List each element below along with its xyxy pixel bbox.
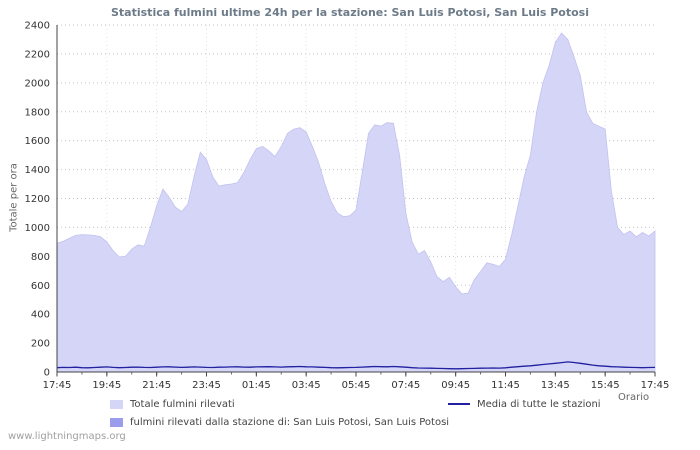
y-tick-label: 800 <box>31 252 50 263</box>
legend-label-average: Media di tutte le stazioni <box>477 398 601 410</box>
x-tick-label: 09:45 <box>441 380 470 391</box>
y-tick-label: 1800 <box>25 107 50 118</box>
x-tick-label: 07:45 <box>391 380 420 391</box>
legend-item-average: Media di tutte le stazioni <box>448 398 601 410</box>
area-series <box>56 32 656 373</box>
x-tick-label: 21:45 <box>142 380 171 391</box>
y-tick-label: 1400 <box>25 165 50 176</box>
x-tick-label: 13:45 <box>541 380 570 391</box>
y-tick-label: 0 <box>44 368 50 379</box>
x-tick-label: 17:45 <box>641 380 670 391</box>
x-tick-label: 15:45 <box>591 380 620 391</box>
y-tick-label: 400 <box>31 310 50 321</box>
x-tick-label: 03:45 <box>292 380 321 391</box>
chart-title: Statistica fulmini ultime 24h per la sta… <box>111 6 589 19</box>
x-tick-label: 05:45 <box>342 380 371 391</box>
x-tick-label: 01:45 <box>242 380 271 391</box>
legend-swatch-total-area <box>110 399 123 409</box>
y-tick-label: 1000 <box>25 223 50 234</box>
legend-item-total: Totale fulmini rilevati <box>110 398 235 410</box>
y-tick-label: 1200 <box>25 194 50 205</box>
legend-swatch-average-line <box>448 403 470 405</box>
y-tick-label: 2200 <box>25 49 50 60</box>
y-axis-label: Totale per ora <box>8 163 20 232</box>
legend-label-total: Totale fulmini rilevati <box>130 398 235 410</box>
y-tick-label: 2400 <box>25 21 50 32</box>
x-tick-label: 11:45 <box>491 380 520 391</box>
legend-label-station: fulmini rilevati dalla stazione di: San … <box>130 416 450 428</box>
x-axis-label: Orario <box>618 392 650 403</box>
legend-swatch-station-area <box>110 417 123 427</box>
line-series <box>56 361 656 370</box>
x-tick-label: 23:45 <box>192 380 221 391</box>
y-tick-label: 200 <box>31 339 50 350</box>
x-tick-label: 17:45 <box>43 380 72 391</box>
y-tick-label: 2000 <box>25 78 50 89</box>
watermark-link[interactable]: www.lightningmaps.org <box>8 431 126 442</box>
legend-item-station: fulmini rilevati dalla stazione di: San … <box>110 416 449 428</box>
y-tick-label: 1600 <box>25 136 50 147</box>
x-tick-label: 19:45 <box>92 380 121 391</box>
y-tick-label: 600 <box>31 281 50 292</box>
